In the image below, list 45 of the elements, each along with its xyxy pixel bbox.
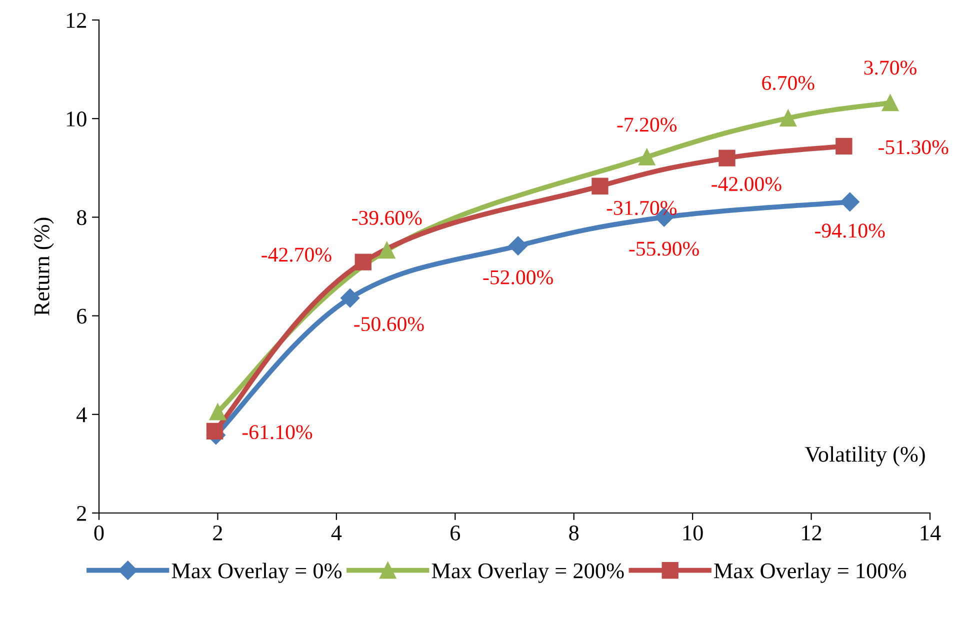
y-tick-label: 2 (77, 506, 86, 521)
y-tick-label: 4 (76, 407, 87, 422)
legend-label: Max Overlay = 0% (172, 562, 342, 583)
point (780, 110, 796, 126)
legend-label: Max Overlay = 100% (714, 562, 906, 583)
annotation: 3.70% (864, 60, 916, 75)
point (882, 94, 899, 112)
point (209, 404, 226, 420)
point (340, 288, 360, 308)
point (718, 150, 736, 166)
legend-label: Max Overlay = 200% (432, 562, 624, 583)
annotation: -51.30% (878, 140, 948, 154)
y-tick-label: 6 (77, 308, 87, 324)
annotation: -7.20% (617, 118, 677, 132)
x-tick-label: 14 (920, 526, 941, 540)
x-axis-title: Volatility (%) (804, 446, 925, 466)
x-tick-label: 8 (569, 525, 579, 540)
x-tick-label: 0 (94, 525, 104, 540)
point (592, 178, 608, 194)
y-tick-label: 12 (66, 12, 86, 28)
y-axis-title: Return (%) (34, 218, 54, 316)
annotation: -94.10% (815, 224, 885, 238)
y-tick-label: 10 (66, 112, 86, 127)
point (206, 422, 224, 440)
annotation: 6.70% (762, 76, 814, 90)
x-tick-label: 6 (450, 526, 460, 540)
annotation: -61.10% (242, 425, 312, 440)
point (638, 148, 656, 166)
point (354, 254, 372, 270)
annotation: -50.60% (354, 316, 424, 332)
annotation: -55.90% (629, 242, 699, 256)
x-tick-label: 12 (802, 526, 822, 540)
annotation: -42.70% (262, 248, 332, 262)
annotation: -42.00% (712, 176, 782, 192)
x-tick-label: 4 (331, 526, 342, 540)
point (378, 242, 396, 259)
annotation: -39.60% (352, 210, 422, 225)
annotation: -31.70% (606, 200, 677, 216)
point (508, 236, 528, 256)
x-tick-label: 2 (213, 526, 222, 540)
y-tick-label: 8 (76, 210, 86, 226)
x-tick-label: 10 (683, 525, 703, 540)
point (836, 138, 852, 155)
point (840, 192, 860, 212)
annotation: -52.00% (483, 270, 553, 284)
